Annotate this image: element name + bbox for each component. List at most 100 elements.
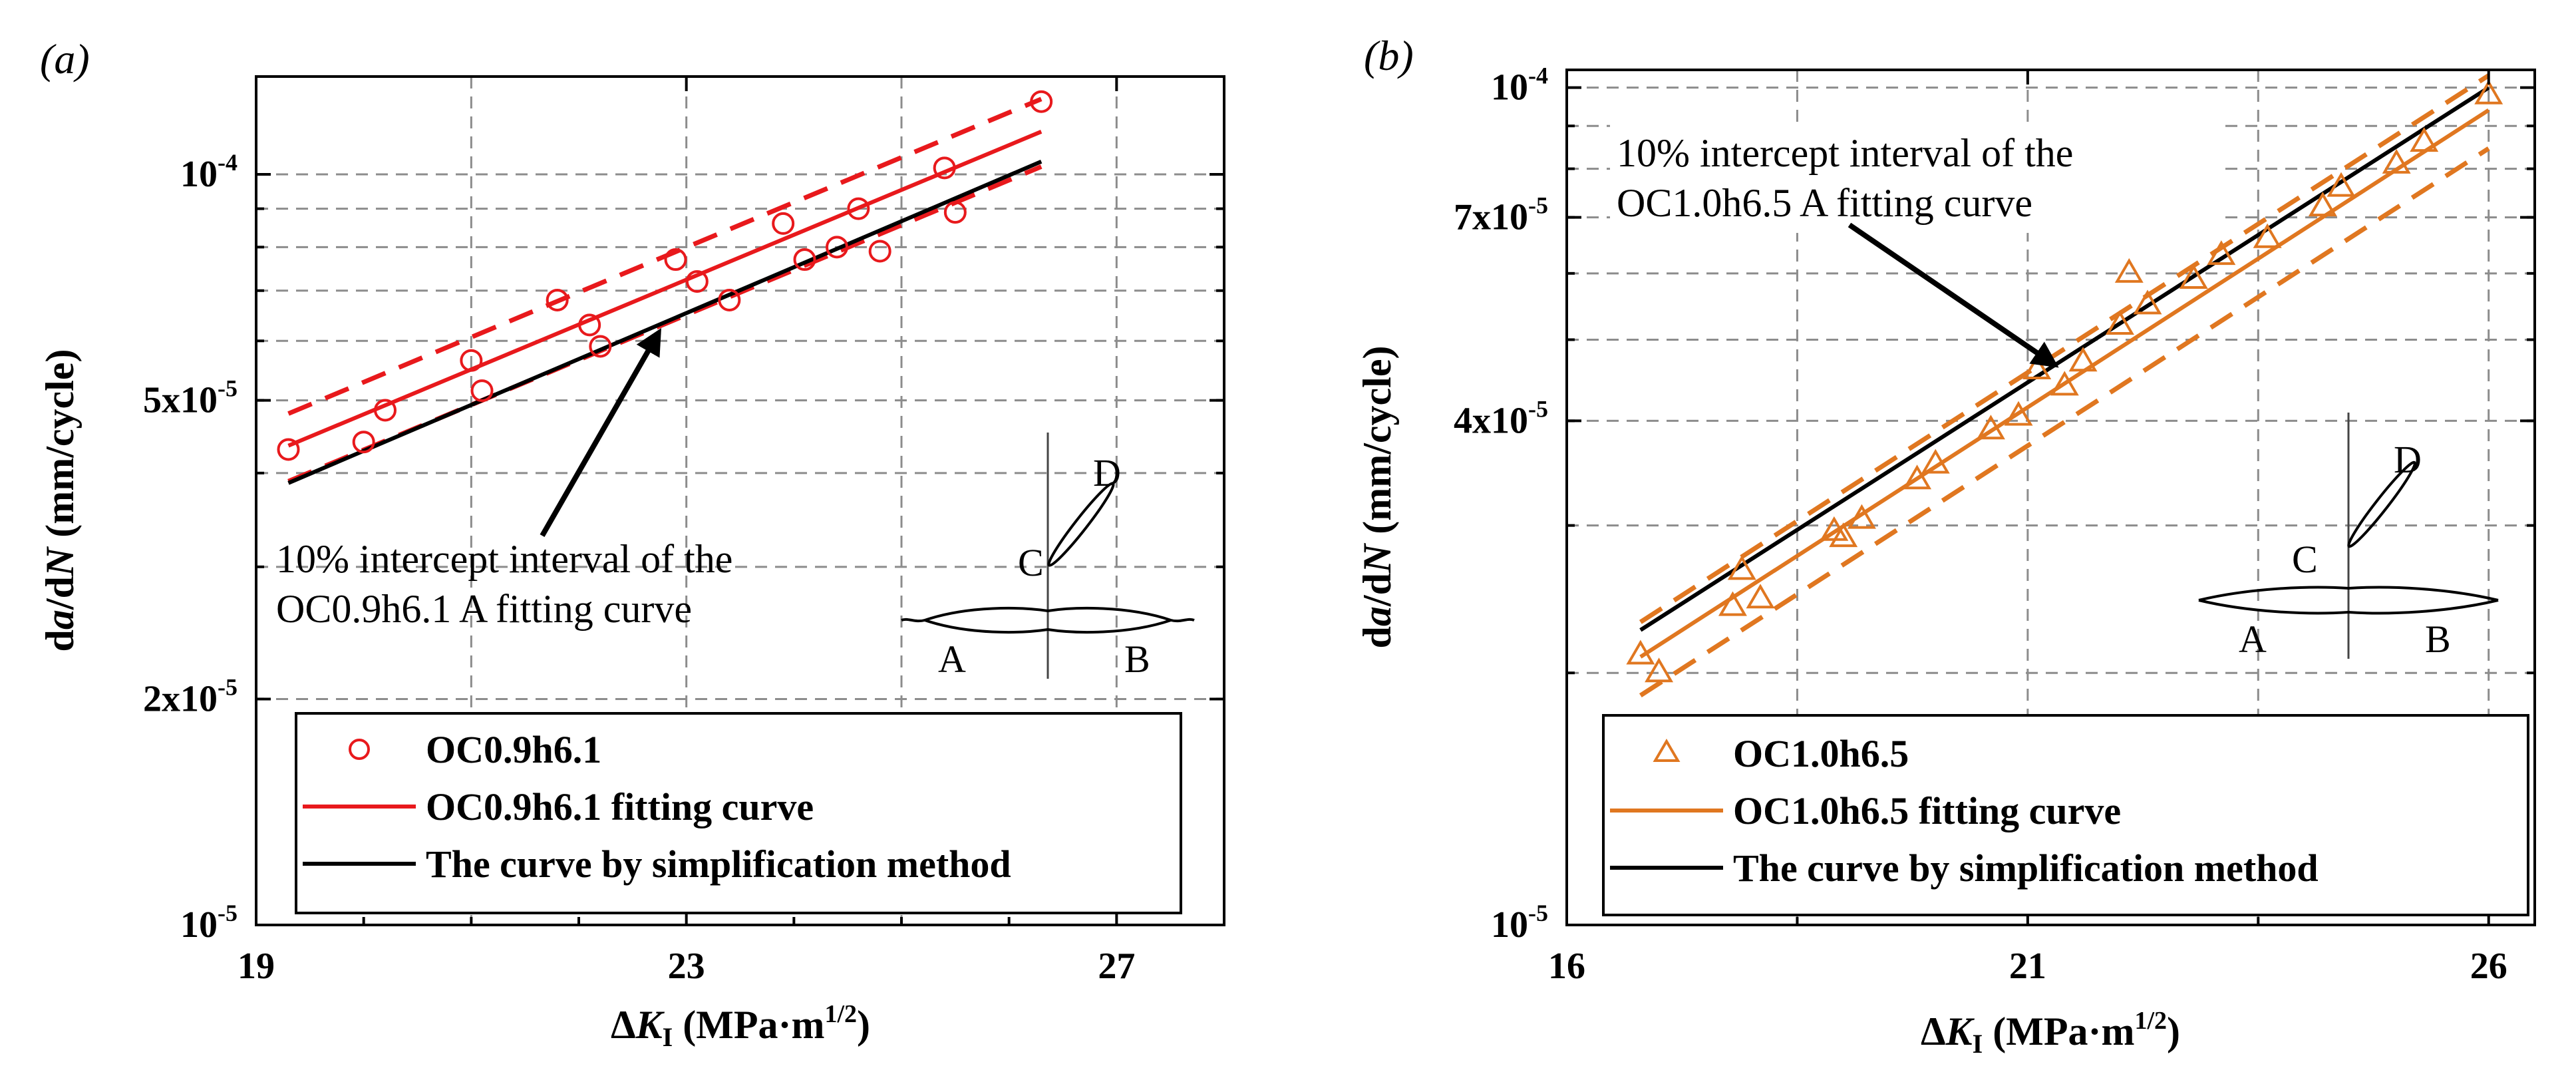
inset-b-main-crack-top: [2198, 586, 2499, 602]
panel-b-legend-box: [1602, 714, 2529, 916]
data-point: [1847, 504, 1876, 529]
data-point: [470, 379, 494, 403]
legend-b-fit-label: OC1.0h6.5 fitting curve: [1733, 789, 2121, 832]
data-point: [718, 288, 741, 311]
inset-a-inclined-crack: [1047, 482, 1115, 567]
data-point: [352, 431, 375, 454]
legend-b-simplification-label: The curve by simplification method: [1733, 846, 2319, 890]
panel-a-plot-frame: [255, 75, 1225, 926]
panel-b-series: [1626, 73, 2503, 697]
panel-a-label: (a): [40, 35, 90, 83]
data-point: [578, 313, 601, 337]
inset-b-main-crack-bottom: [2198, 599, 2499, 615]
panel-b-crack-inset: A B C D: [2198, 413, 2499, 661]
data-point: [2133, 289, 2162, 315]
data-point: [2308, 192, 2337, 217]
legend-b-series-label: OC1.0h6.5: [1733, 732, 1909, 775]
inset-b-label-d: D: [2394, 438, 2422, 481]
panel-a-crack-inset: A B C D: [901, 433, 1195, 681]
data-point: [664, 248, 687, 272]
inset-a-label-a: A: [938, 637, 966, 681]
data-point: [2050, 371, 2079, 396]
legend-a-fit-label: OC0.9h6.1 fitting curve: [426, 785, 814, 828]
data-point: [546, 288, 569, 311]
panel-a-x-axis-title: ΔKI (MPa·m1/2): [611, 1000, 870, 1052]
data-point: [1727, 555, 1756, 580]
simplification-line-a: [287, 160, 1043, 485]
panel-b-annotation-line2: OC1.0h6.5 A fitting curve: [1617, 181, 2032, 225]
data-point: [2382, 148, 2411, 174]
x-tick-label: 16: [1548, 946, 1585, 987]
data-point: [1976, 415, 2005, 440]
data-point: [685, 270, 709, 293]
data-point: [2207, 240, 2236, 266]
data-point: [2004, 401, 2033, 426]
fit-line-a: [287, 130, 1043, 448]
panel-b-x-axis-title: ΔKI (MPa·m1/2): [1921, 1007, 2180, 1059]
y-tick-label: 2x10-5: [143, 673, 238, 719]
panel-b-annotation: 10% intercept interval of the OC1.0h6.5 …: [1610, 123, 2219, 368]
data-point: [2327, 172, 2356, 197]
inset-b-label-a: A: [2239, 618, 2267, 661]
panel-a-grid: [256, 77, 1224, 925]
data-point: [2068, 347, 2098, 372]
inset-b-inclined-crack: [2347, 460, 2416, 548]
x-tick-label: 23: [668, 946, 705, 987]
inset-b-label-b: B: [2425, 618, 2451, 661]
panel-a-annotation-line2: OC0.9h6.1 A fitting curve: [276, 587, 692, 631]
panel-a-annotation-arrow: [540, 328, 661, 537]
data-point: [1829, 522, 1858, 548]
x-tick-label: 27: [1098, 946, 1135, 987]
data-point: [2474, 79, 2503, 104]
y-tick-label: 4x10-5: [1454, 395, 1548, 441]
legend-b-triangle-marker: [1653, 739, 1681, 762]
data-point: [943, 201, 967, 224]
panel-b-legend: OC1.0h6.5 OC1.0h6.5 fitting curve The cu…: [1602, 714, 2529, 916]
inset-b-label-c: C: [2292, 538, 2318, 581]
panel-b-ticks: 16 21 26 10-4 7x10-5 4x10-5 10-5: [1454, 63, 2535, 987]
legend-a-series-label: OC0.9h6.1: [426, 728, 601, 771]
inset-a-main-crack-top: [901, 607, 1195, 623]
panel-a-legend: OC0.9h6.1 OC0.9h6.1 fitting curve The cu…: [295, 712, 1182, 914]
data-point: [1645, 657, 1674, 683]
panel-b-annotation-backdrop: [1610, 123, 2219, 233]
x-tick-label: 21: [2009, 946, 2046, 987]
fit-line-b: [1639, 108, 2490, 659]
data-point: [826, 236, 848, 259]
panel-a-ticks: 19 23 27 10-4 5x10-5 2x10-5 10-5: [143, 77, 1224, 987]
data-point: [2022, 355, 2052, 380]
inset-a-label-c: C: [1018, 541, 1044, 584]
y-tick-label: 7x10-5: [1454, 192, 1548, 238]
inset-a-label-b: B: [1124, 637, 1150, 681]
data-point: [2410, 127, 2439, 152]
data-point: [1921, 449, 1950, 474]
panel-a-y-axis-title: da/dN (mm/cycle): [38, 349, 82, 652]
panel-b-annotation-line1: 10% intercept interval of the: [1617, 131, 2073, 175]
data-point: [793, 248, 816, 272]
y-tick-label: 10-5: [180, 900, 238, 946]
x-tick-label: 26: [2470, 946, 2507, 987]
panel-b-annotation-arrow: [1848, 222, 2059, 368]
panel-a-annotation: 10% intercept interval of the OC0.9h6.1 …: [276, 328, 732, 631]
panel-a-legend-box: [295, 712, 1182, 914]
data-point: [589, 335, 612, 358]
panel-b-plot-frame: [1565, 69, 2536, 926]
x-tick-label: 19: [238, 946, 275, 987]
data-point: [847, 197, 870, 220]
fit-band-lower-b: [1639, 146, 2490, 697]
data-point: [2105, 310, 2134, 335]
y-tick-label: 5x10-5: [143, 375, 238, 421]
data-point: [1626, 639, 1655, 665]
panel-b-label: (b): [1364, 32, 1414, 79]
data-point: [1903, 464, 1932, 490]
panel-b-y-axis-title: da/dN (mm/cycle): [1355, 346, 1399, 649]
legend-a-circle-marker: [349, 739, 370, 760]
data-point: [374, 399, 397, 422]
data-point: [1030, 90, 1053, 113]
y-tick-label: 10-5: [1491, 900, 1548, 946]
panel-a: (a) 19 23 27 10-4 5x10-5 2x10-5 10-5 ΔKI (MPa·…: [38, 35, 1225, 1052]
panel-a-series: [277, 90, 1053, 485]
inset-a-main-crack-bottom: [924, 619, 1172, 634]
data-point: [868, 240, 891, 263]
